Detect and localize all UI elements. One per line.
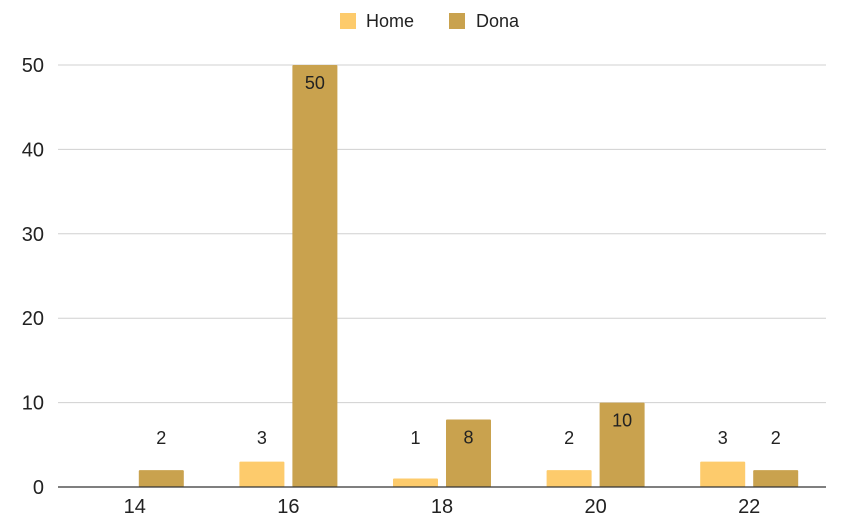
gridlines [58,64,826,404]
legend-label-dona: Dona [476,11,520,31]
x-tick-label: 18 [431,496,453,518]
y-tick-label: 50 [22,55,44,77]
y-tick-label: 20 [22,308,44,330]
bar-dona-18 [446,419,491,487]
legend: Home Dona [340,11,520,31]
bar-dona-20 [599,402,645,487]
bar-home-20 [546,470,592,487]
data-label-dona-22: 2 [771,428,781,448]
bars [138,65,799,487]
y-tick-label: 10 [22,393,44,415]
data-label-home-20: 2 [564,428,574,448]
data-label-dona-20: 10 [612,411,632,431]
x-tick-label: 22 [738,496,760,518]
x-tick-label: 14 [124,496,146,518]
bar-home-18 [393,478,438,487]
legend-label-home: Home [366,11,414,31]
data-label-dona-16: 50 [305,73,325,93]
y-tick-label: 30 [22,224,44,246]
bar-home-22 [700,461,746,487]
bar-dona-16 [292,65,338,487]
y-tick-label: 0 [33,477,44,499]
bar-dona-14 [138,470,184,487]
data-label-dona-18: 8 [463,427,473,447]
x-tick-label: 20 [584,496,606,518]
legend-swatch-home [340,13,356,29]
data-label-dona-14: 2 [156,428,166,448]
data-label-home-18: 1 [410,428,420,448]
data-label-home-22: 3 [718,428,728,448]
data-label-home-16: 3 [257,428,267,448]
bar-home-16 [239,461,285,487]
data-labels: 2 3 50 1 8 2 10 3 2 [156,73,780,448]
x-tick-label: 16 [277,496,299,518]
legend-swatch-dona [449,13,465,29]
bar-dona-22 [753,470,799,487]
y-tick-label: 40 [22,139,44,161]
